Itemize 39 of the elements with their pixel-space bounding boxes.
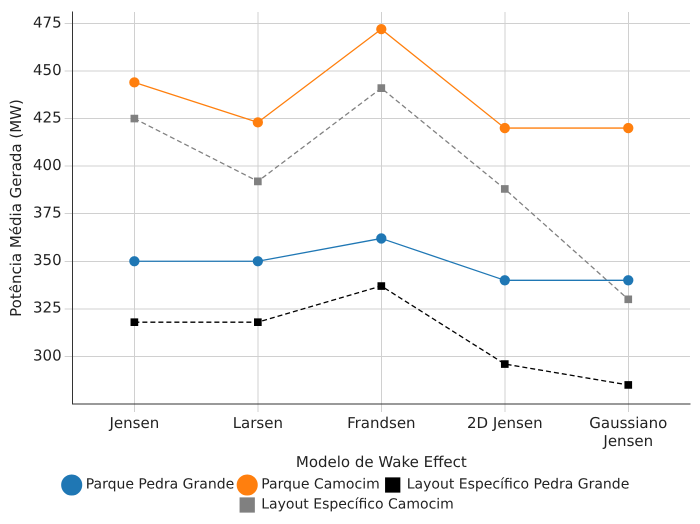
y-tick-label: 425 <box>32 108 62 126</box>
y-tick-label: 375 <box>32 204 62 222</box>
point <box>377 282 386 290</box>
point <box>376 233 386 244</box>
x-tick-label: Frandsen <box>347 414 416 432</box>
y-tick-label: 300 <box>32 346 62 364</box>
point <box>129 256 140 266</box>
x-tick-label: 2D Jensen <box>467 414 543 432</box>
point <box>624 296 632 304</box>
y-axis-title: Potência Média Gerada (MW) <box>6 99 25 317</box>
x-tick-label: Jensen <box>108 414 160 432</box>
legend-label: Parque Camocim <box>261 476 380 493</box>
point <box>254 178 262 186</box>
point <box>252 117 263 128</box>
x-tick-label: Gaussiano Jensen <box>589 414 668 450</box>
point <box>377 84 386 92</box>
y-tick-label: 475 <box>32 13 62 32</box>
point <box>500 185 509 193</box>
x-tick-label: Larsen <box>232 414 283 432</box>
point <box>623 275 634 286</box>
legend-label: Layout Específico Pedra Grande <box>406 476 630 493</box>
legend-label: Layout Específico Camocim <box>261 496 454 513</box>
legend-label: Parque Pedra Grande <box>86 476 234 493</box>
y-tick-label: 450 <box>32 60 62 79</box>
point <box>130 318 138 326</box>
y-tick-label: 400 <box>32 156 62 174</box>
y-tick-label: 325 <box>32 298 62 317</box>
point <box>500 122 510 134</box>
point <box>376 24 386 34</box>
point <box>252 256 263 266</box>
point <box>624 381 632 389</box>
y-tick-label: 350 <box>32 251 62 270</box>
point <box>129 77 140 88</box>
point <box>500 275 510 286</box>
point <box>254 318 262 326</box>
point <box>130 114 138 122</box>
x-axis-title: Modelo de Wake Effect <box>296 452 467 471</box>
point <box>500 360 509 368</box>
point <box>623 122 634 134</box>
